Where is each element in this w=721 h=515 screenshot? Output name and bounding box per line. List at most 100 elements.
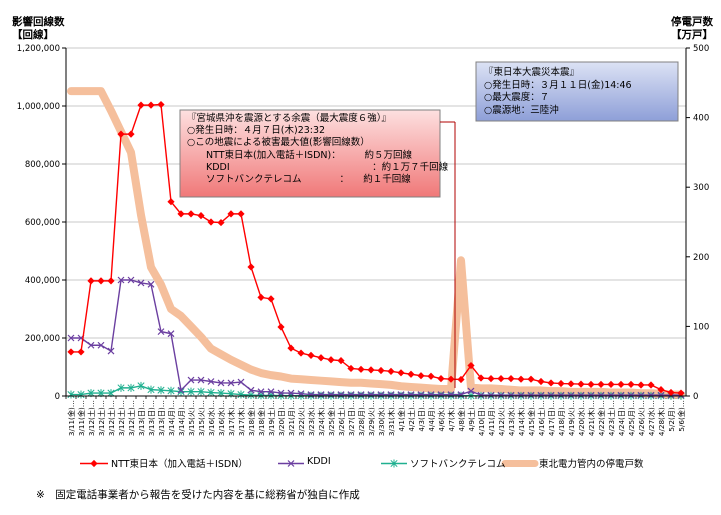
data-point (557, 379, 565, 388)
x-tick-label: 3/12(土)… (97, 400, 106, 436)
data-point (367, 366, 375, 374)
data-point (327, 356, 335, 364)
data-point (477, 374, 485, 382)
left-tick-label: 0 (55, 392, 60, 402)
x-tick-label: 3/16(水)… (207, 400, 216, 436)
x-tick-label: 4/27(水)… (647, 400, 656, 436)
data-point (327, 391, 335, 398)
right-tick-label: 500 (693, 44, 709, 54)
left-tick-label: 800,000 (25, 160, 60, 170)
x-tick-label: 4/28(木)… (657, 400, 666, 436)
data-point (237, 210, 245, 218)
data-point (567, 380, 575, 388)
data-point (317, 354, 325, 362)
x-tick-label: 3/28(月)… (357, 400, 366, 436)
data-point (627, 380, 635, 388)
data-point (237, 390, 245, 399)
x-tick-label: 3/13(日)… (137, 400, 146, 436)
data-point (197, 376, 205, 384)
data-point (197, 387, 205, 396)
x-tick-label: 4/8(金)… (457, 400, 466, 432)
x-tick-label: 3/15(火)… (187, 400, 196, 436)
data-point (117, 130, 125, 138)
x-tick-label: 3/14(月)… (167, 400, 176, 436)
data-point (187, 387, 195, 396)
data-point (157, 100, 165, 109)
data-point (507, 375, 515, 383)
data-point (127, 130, 135, 138)
data-point (157, 386, 165, 395)
x-tick-label: 3/12(土)… (127, 400, 136, 436)
data-point (607, 380, 615, 388)
data-point (207, 378, 215, 385)
data-point (387, 391, 395, 398)
data-point (217, 218, 225, 227)
data-point (427, 391, 435, 398)
right-axis-ticks: 0 100 200 300 400 500 (686, 44, 709, 402)
data-point (77, 390, 85, 399)
data-point (307, 351, 315, 359)
left-tick-label: 600,000 (25, 218, 60, 228)
data-point (457, 391, 465, 398)
data-point (107, 277, 115, 285)
data-point (527, 391, 535, 399)
x-tick-label: 4/3(日)… (417, 400, 426, 432)
x-tick-label: 4/15(金)… (527, 400, 536, 436)
data-point (537, 377, 545, 386)
data-point (657, 386, 665, 394)
series-0 (67, 100, 685, 397)
right-axis-title: 停電戸数 【万戸】 (671, 16, 713, 41)
data-point (167, 330, 175, 338)
data-point (227, 210, 235, 218)
data-point (247, 263, 255, 271)
data-point (287, 389, 295, 397)
mainshock-box-bg (475, 61, 679, 122)
axes (65, 48, 687, 397)
data-point (147, 101, 155, 109)
data-point (337, 357, 345, 365)
data-point (87, 341, 95, 349)
data-point (177, 386, 185, 394)
x-tick-label: 3/13(日)… (157, 400, 166, 436)
data-point (587, 380, 595, 388)
data-point (457, 375, 465, 384)
data-point (97, 341, 105, 349)
right-tick-label: 100 (693, 322, 709, 332)
data-point (417, 372, 425, 380)
data-point (647, 391, 655, 399)
data-point (307, 391, 315, 398)
data-point (127, 276, 135, 284)
x-tick-label: 4/23(土)… (607, 400, 616, 436)
x-tick-label: 3/17(木)… (237, 400, 246, 436)
left-axis-title: 影響回線数 【回線】 (12, 16, 65, 41)
aftershock-box-bg (179, 109, 441, 198)
x-tick-label: 3/21(月)… (287, 400, 296, 436)
mainshock-line-4: ○震源地：三陸沖 (484, 104, 559, 116)
left-tick-label: 1,200,000 (17, 44, 60, 54)
data-point (647, 381, 655, 389)
x-tick-label: 4/17(日)… (547, 400, 556, 436)
x-tick-label: 4/7(木)… (447, 400, 456, 432)
data-point (487, 391, 495, 399)
data-point (87, 277, 95, 285)
data-point (147, 280, 155, 288)
data-point (467, 361, 475, 370)
data-point (497, 391, 505, 399)
aftershock-info-box: 『宮城県沖を震源とする余震（最大震度６強）』 ○発生日時：４月７日(木)23:3… (183, 112, 448, 196)
series-3 (67, 87, 685, 399)
x-tick-label: 3/30(水)… (377, 400, 386, 436)
data-point (197, 212, 205, 220)
x-tick-label: 4/14(木)… (517, 400, 526, 436)
data-point (577, 380, 585, 388)
x-tick-label: 3/19(土)… (267, 400, 276, 436)
legend-marker (287, 460, 295, 467)
data-point (67, 334, 75, 342)
data-point (357, 391, 365, 398)
data-point (537, 391, 545, 399)
mainshock-info-box: 『東日本大震災本震』 ○発生日時：３月１１日(金)14:46 ○最大震度：７ ○… (480, 66, 676, 120)
x-tick-label: 4/1(金)… (397, 400, 406, 432)
legend-label-ntt: NTT東日本（加入電話＋ISDN） (111, 459, 248, 470)
data-point (237, 378, 245, 386)
x-tick-label: 3/26(土)… (337, 400, 346, 436)
x-axis-ticks: 3/11(金)… 3/11(金)… 3/12(土)… 3/12(土)… 3/12(土)…… (65, 396, 686, 436)
